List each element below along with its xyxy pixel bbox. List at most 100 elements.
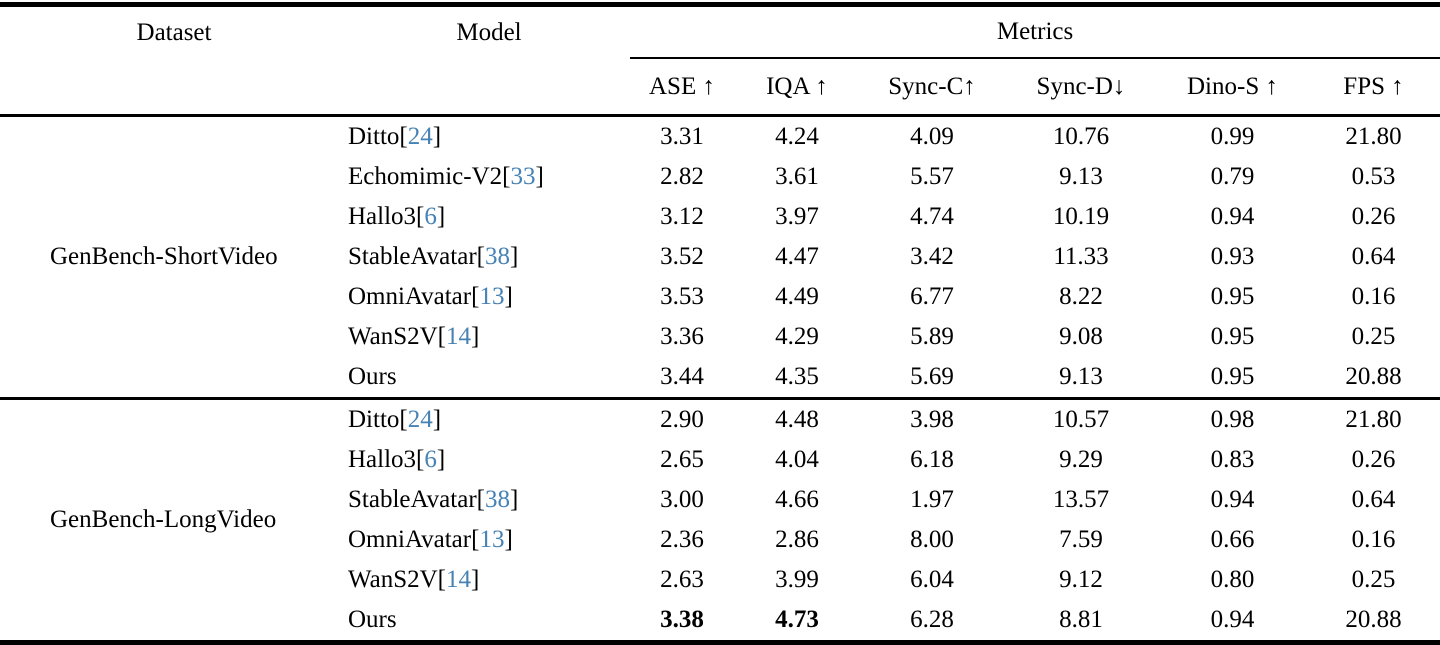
metric-value-cell: 2.36 — [660, 526, 704, 553]
citation-open-bracket: [ — [416, 446, 425, 473]
metric-value-cell: 0.66 — [1210, 526, 1255, 553]
metric-value-cell: 8.22 — [1059, 283, 1103, 310]
model-name: OmniAvatar — [348, 283, 472, 310]
metric-value-cell: 0.80 — [1210, 566, 1255, 593]
metric-value-cell: 10.57 — [1052, 406, 1110, 433]
metric-value-cell: 0.99 — [1210, 123, 1255, 150]
col-header-dataset: Dataset — [136, 19, 212, 46]
model-cell: Ditto[24] — [348, 399, 630, 441]
metric-value-cell: 0.16 — [1351, 283, 1396, 310]
metric-value-cell: 3.36 — [660, 323, 704, 350]
metric-value-cell: 5.57 — [910, 163, 954, 190]
table-row: WanS2V[14] 3.36 4.29 5.89 9.08 0.95 0.25 — [0, 317, 1440, 357]
citation-open-bracket: [ — [437, 566, 446, 593]
citation-link[interactable]: 6 — [424, 203, 437, 230]
metric-value-cell: 2.86 — [775, 526, 819, 553]
col-header-metric-5: FPS ↑ — [1343, 72, 1404, 100]
citation-link[interactable]: 13 — [479, 526, 505, 553]
citation-link[interactable]: 14 — [445, 566, 471, 593]
metric-value-cell: 10.76 — [1052, 123, 1110, 150]
metric-value-cell: 3.52 — [660, 243, 704, 270]
citation-close-bracket: ] — [436, 446, 446, 473]
citation-close-bracket: ] — [432, 406, 442, 433]
metric-value-cell: 0.95 — [1210, 323, 1255, 350]
metric-header-row: ASE ↑ IQA ↑ Sync-C↑ Sync-D↓ Dino-S ↑ FPS ↑ — [0, 58, 1440, 116]
table-row: OmniAvatar[13] 3.53 4.49 6.77 8.22 0.95 0.16 — [0, 277, 1440, 317]
col-header-metric-3: Sync-D↓ — [1036, 72, 1126, 100]
citation-link[interactable]: 13 — [479, 283, 505, 310]
metric-value-cell: 2.65 — [660, 446, 704, 473]
citation-link[interactable]: 24 — [407, 123, 433, 150]
col-header-metric-4: Dino-S ↑ — [1187, 72, 1278, 100]
citation-close-bracket: ] — [535, 163, 544, 190]
metric-value-cell: 3.98 — [910, 406, 954, 433]
col-header-metric-0: ASE ↑ — [649, 72, 715, 100]
citation-open-bracket: [ — [471, 526, 480, 553]
table-section-1: GenBench-LongVideo Ditto[24] 2.90 4.48 3.98 1… — [0, 398, 1440, 644]
table-row: StableAvatar[38] 3.00 4.66 1.97 13.57 0.94 0.6… — [0, 480, 1440, 520]
model-cell: WanS2V[14] — [348, 560, 630, 600]
metric-value-cell: 6.77 — [910, 283, 954, 310]
citation-link[interactable]: 24 — [407, 406, 433, 433]
table-row: OmniAvatar[13] 2.36 2.86 8.00 7.59 0.66 0.16 — [0, 520, 1440, 560]
metric-value-cell: 0.53 — [1351, 163, 1396, 190]
metric-value-cell: 9.13 — [1059, 363, 1103, 390]
metric-value-cell: 21.80 — [1345, 406, 1402, 433]
metric-value-cell: 4.24 — [775, 123, 819, 150]
metric-value-cell: 6.04 — [910, 566, 954, 593]
metric-value-cell: 0.16 — [1351, 526, 1396, 553]
citation-link[interactable]: 33 — [510, 163, 536, 190]
metric-value-cell: 1.97 — [910, 486, 954, 513]
metric-value-cell: 7.59 — [1059, 526, 1103, 553]
dataset-cell: GenBench-ShortVideo — [50, 243, 278, 270]
metric-value-cell: 13.57 — [1052, 486, 1110, 513]
metric-value-cell: 4.47 — [775, 243, 819, 270]
metric-value-cell: 10.19 — [1052, 203, 1110, 230]
citation-close-bracket: ] — [509, 486, 519, 513]
metric-value-cell: 3.61 — [775, 163, 819, 190]
citation-open-bracket: [ — [399, 406, 408, 433]
citation-link[interactable]: 38 — [484, 243, 510, 270]
model-name: StableAvatar — [348, 486, 477, 513]
metric-value-cell: 6.28 — [910, 606, 954, 633]
metric-value-cell: 0.64 — [1351, 486, 1396, 513]
metric-value-cell: 0.26 — [1351, 446, 1396, 473]
table-row: StableAvatar[38] 3.52 4.47 3.42 11.33 0.93 0.6… — [0, 237, 1440, 277]
citation-link[interactable]: 6 — [424, 446, 437, 473]
metric-value-cell: 9.08 — [1059, 323, 1103, 350]
model-cell: Ours — [348, 357, 630, 399]
metric-value-cell: 8.81 — [1059, 606, 1103, 633]
citation-link[interactable]: 38 — [484, 486, 510, 513]
model-cell: StableAvatar[38] — [348, 237, 630, 277]
dataset-cell: GenBench-LongVideo — [50, 506, 277, 533]
metric-value-cell: 0.79 — [1210, 163, 1255, 190]
metric-value-cell: 9.29 — [1059, 446, 1103, 473]
citation-open-bracket: [ — [399, 123, 408, 150]
col-header-metric-2: Sync-C↑ — [888, 72, 976, 100]
metric-value-cell: 2.63 — [660, 566, 704, 593]
model-cell: OmniAvatar[13] — [348, 520, 630, 560]
metric-value-cell: 3.44 — [660, 363, 704, 390]
metric-value-cell: 0.93 — [1210, 243, 1255, 270]
metric-value-cell: 4.73 — [775, 606, 819, 633]
citation-close-bracket: ] — [504, 526, 513, 553]
model-name: Hallo3 — [348, 203, 417, 230]
citation-link[interactable]: 14 — [445, 323, 471, 350]
citation-open-bracket: [ — [502, 163, 511, 190]
model-cell: Hallo3[6] — [348, 440, 630, 480]
metric-value-cell: 20.88 — [1345, 363, 1402, 390]
metric-value-cell: 4.04 — [775, 446, 819, 473]
metric-value-cell: 3.97 — [775, 203, 819, 230]
citation-close-bracket: ] — [470, 566, 480, 593]
metric-value-cell: 0.26 — [1351, 203, 1396, 230]
model-cell: Hallo3[6] — [348, 197, 630, 237]
metric-value-cell: 0.83 — [1210, 446, 1255, 473]
metric-value-cell: 9.12 — [1059, 566, 1103, 593]
table-section-0: GenBench-ShortVideo Ditto[24] 3.31 4.24 4.09… — [0, 115, 1440, 399]
group-header-row: Dataset Model Metrics — [0, 4, 1440, 59]
metric-value-cell: 3.53 — [660, 283, 704, 310]
metric-value-cell: 0.25 — [1351, 323, 1396, 350]
citation-open-bracket: [ — [437, 323, 446, 350]
col-header-metric-1: IQA ↑ — [766, 72, 828, 100]
